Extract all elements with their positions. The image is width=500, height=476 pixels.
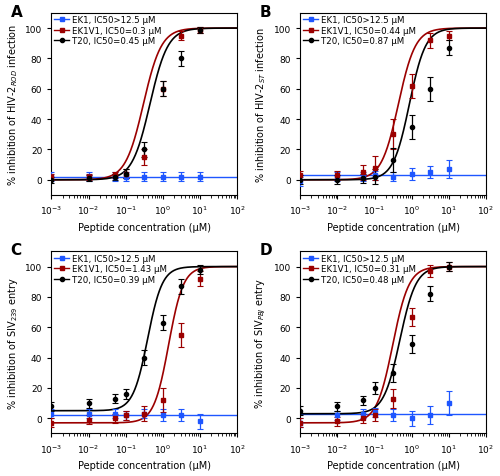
X-axis label: Peptide concentration (μM): Peptide concentration (μM) bbox=[326, 222, 460, 232]
Legend: EK1, IC50>12.5 μM, EK1V1, IC50=0.3 μM, T20, IC50=0.45 μM: EK1, IC50>12.5 μM, EK1V1, IC50=0.3 μM, T… bbox=[53, 16, 162, 47]
Legend: EK1, IC50>12.5 μM, EK1V1, IC50=0.31 μM, T20, IC50=0.48 μM: EK1, IC50>12.5 μM, EK1V1, IC50=0.31 μM, … bbox=[302, 254, 416, 285]
Y-axis label: % inhibition of HIV-2$_{ROD}$ infection: % inhibition of HIV-2$_{ROD}$ infection bbox=[6, 24, 20, 186]
Text: D: D bbox=[260, 243, 272, 258]
Y-axis label: % inhibition of SIV$_{PBJ}$ entry: % inhibition of SIV$_{PBJ}$ entry bbox=[254, 278, 268, 408]
X-axis label: Peptide concentration (μM): Peptide concentration (μM) bbox=[326, 460, 460, 470]
Legend: EK1, IC50>12.5 μM, EK1V1, IC50=0.44 μM, T20, IC50=0.87 μM: EK1, IC50>12.5 μM, EK1V1, IC50=0.44 μM, … bbox=[302, 16, 416, 47]
Legend: EK1, IC50>12.5 μM, EK1V1, IC50=1.43 μM, T20, IC50=0.39 μM: EK1, IC50>12.5 μM, EK1V1, IC50=1.43 μM, … bbox=[53, 254, 168, 285]
Y-axis label: % inhibition of SIV$_{239}$ entry: % inhibition of SIV$_{239}$ entry bbox=[6, 276, 20, 409]
Text: A: A bbox=[10, 5, 22, 20]
Text: C: C bbox=[10, 243, 22, 258]
Y-axis label: % inhibition of HIV-2$_{ST}$ infection: % inhibition of HIV-2$_{ST}$ infection bbox=[254, 27, 268, 182]
X-axis label: Peptide concentration (μM): Peptide concentration (μM) bbox=[78, 460, 211, 470]
X-axis label: Peptide concentration (μM): Peptide concentration (μM) bbox=[78, 222, 211, 232]
Text: B: B bbox=[260, 5, 271, 20]
